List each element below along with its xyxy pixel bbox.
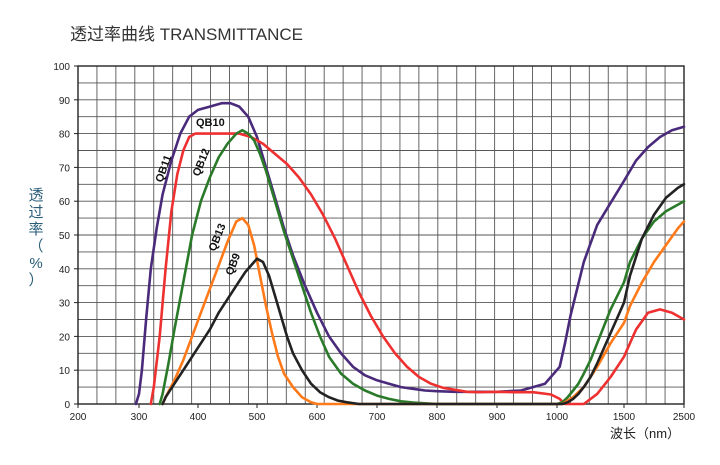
x-tick-label: 700 xyxy=(369,412,386,423)
x-tick-label: 2500 xyxy=(673,412,696,423)
y-tick-label: 20 xyxy=(59,332,71,343)
grid xyxy=(78,66,684,404)
y-tick-label: 60 xyxy=(59,197,71,208)
annotation-qb9: QB9 xyxy=(224,252,244,277)
x-tick-label: 400 xyxy=(190,412,207,423)
y-tick-label: 30 xyxy=(59,299,71,310)
annotation-qb12: QB12 xyxy=(191,147,213,178)
y-tick-label: 70 xyxy=(59,163,71,174)
y-tick-label: 100 xyxy=(53,62,70,73)
annotation-qb10: QB10 xyxy=(196,117,225,129)
y-tick-label: 80 xyxy=(59,130,71,141)
annotation-qb11: QB11 xyxy=(154,153,175,184)
x-axis-label: 波长（nm） xyxy=(610,426,680,441)
x-tick-label: 1500 xyxy=(613,412,636,423)
series-qb12 xyxy=(158,128,686,406)
series-qb10 xyxy=(149,132,686,406)
x-tick-label: 500 xyxy=(249,412,266,423)
y-tick-label: 40 xyxy=(59,265,71,276)
y-tick-label: 0 xyxy=(64,400,70,411)
chart-title: 透过率曲线 TRANSMITTANCE xyxy=(70,25,303,44)
x-tick-label: 300 xyxy=(131,412,148,423)
y-axis-label: 透过率（%） xyxy=(28,187,43,289)
series-lines xyxy=(134,101,686,406)
x-tick-label: 200 xyxy=(70,412,87,423)
y-tick-label: 10 xyxy=(59,366,71,377)
series-qb9 xyxy=(161,183,686,406)
y-tick-label: 90 xyxy=(59,96,71,107)
axes: 0 10 20 30 40 50 60 70 80 90 100 200 300 400 500 600 700… xyxy=(53,62,695,423)
x-tick-label: 800 xyxy=(429,412,446,423)
series-qb11 xyxy=(134,101,686,406)
y-tick-label: 50 xyxy=(59,231,71,242)
x-tick-label: 900 xyxy=(489,412,506,423)
x-tick-label: 600 xyxy=(309,412,326,423)
x-tick-label: 1000 xyxy=(546,412,569,423)
series-qb13 xyxy=(161,216,686,406)
